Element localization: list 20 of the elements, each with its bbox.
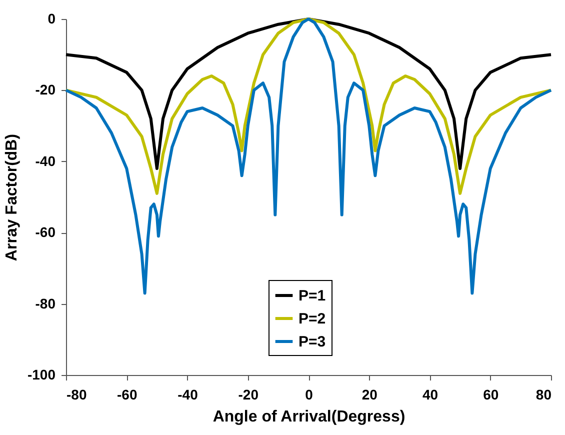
x-tick-label: -80 bbox=[66, 386, 87, 402]
y-tick-label: -100 bbox=[27, 366, 56, 382]
x-tick-label: 0 bbox=[305, 386, 314, 402]
y-axis-title: Array Factor(dB) bbox=[3, 134, 20, 262]
legend-label: P=2 bbox=[298, 310, 326, 328]
y-tick-label: 0 bbox=[48, 10, 56, 26]
x-tick-label: 20 bbox=[362, 386, 378, 402]
x-tick-label: -60 bbox=[117, 386, 138, 402]
y-tick-label: -80 bbox=[35, 295, 56, 312]
x-tick-label: -20 bbox=[238, 386, 259, 402]
x-tick-label: -40 bbox=[178, 386, 198, 402]
x-tick-label: 40 bbox=[422, 386, 438, 402]
legend-label: P=3 bbox=[298, 334, 326, 350]
x-tick-label: 80 bbox=[536, 386, 552, 402]
legend-label: P=1 bbox=[298, 288, 326, 304]
x-axis-title: Angle of Arrival(Degress) bbox=[212, 408, 406, 426]
y-tick-label: -60 bbox=[35, 224, 56, 240]
x-tick-label: 60 bbox=[483, 386, 499, 402]
y-tick-label: -40 bbox=[35, 152, 56, 169]
y-tick-label: -20 bbox=[35, 82, 56, 98]
